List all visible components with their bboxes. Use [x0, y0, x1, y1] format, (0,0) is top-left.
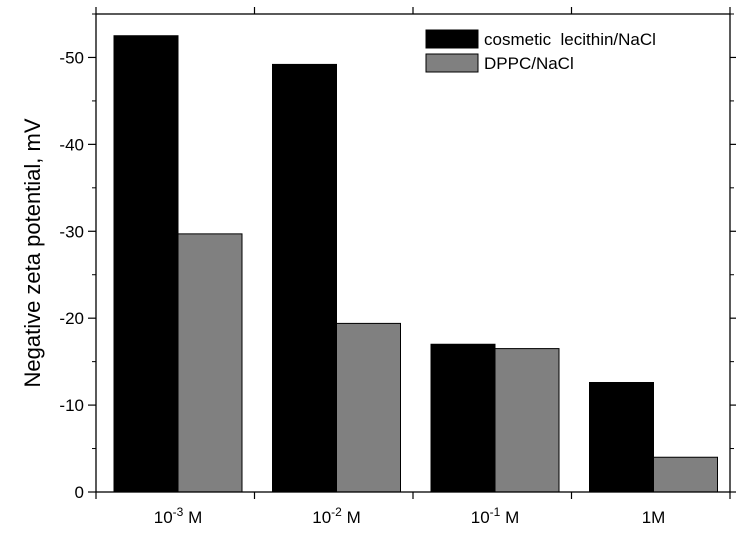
y-tick-label: -20 — [59, 309, 84, 328]
legend-swatch — [425, 53, 479, 73]
x-tick-label: 10-3 M — [154, 505, 202, 527]
bar-series2-1 — [177, 233, 243, 493]
x-tick-label: 10-1 M — [471, 505, 519, 527]
y-tick-label: -10 — [59, 396, 84, 415]
y-tick-label: 0 — [75, 483, 84, 502]
axes-layer: 0 -10 -20 -30 -40 -50 10-3 M 10-2 M 10-1 M 1M — [59, 7, 736, 527]
y-tick-label: -40 — [59, 135, 84, 154]
x-tick-label: 10-2 M — [312, 505, 360, 527]
bar-series2-2 — [336, 322, 401, 493]
legend-label: DPPC/NaCl — [484, 54, 574, 73]
bar-series1-2 — [272, 63, 337, 493]
legend-label: cosmetic lecithin/NaCl — [484, 30, 656, 49]
x-tick-label: 1M — [642, 508, 666, 527]
bar-series1-4 — [589, 381, 654, 493]
legend: cosmetic lecithin/NaCl DPPC/NaCl — [425, 29, 656, 73]
legend-swatch — [425, 29, 479, 49]
bar-series1-3 — [430, 343, 496, 493]
bar-series2-3 — [494, 348, 560, 493]
y-axis-label: Negative zeta potential, mV — [20, 118, 45, 387]
y-tick-label: -30 — [59, 222, 84, 241]
bar-series2-4 — [653, 456, 718, 493]
bar-series1-1 — [113, 35, 179, 493]
y-tick-label: -50 — [59, 48, 84, 67]
bars-layer — [113, 35, 718, 493]
